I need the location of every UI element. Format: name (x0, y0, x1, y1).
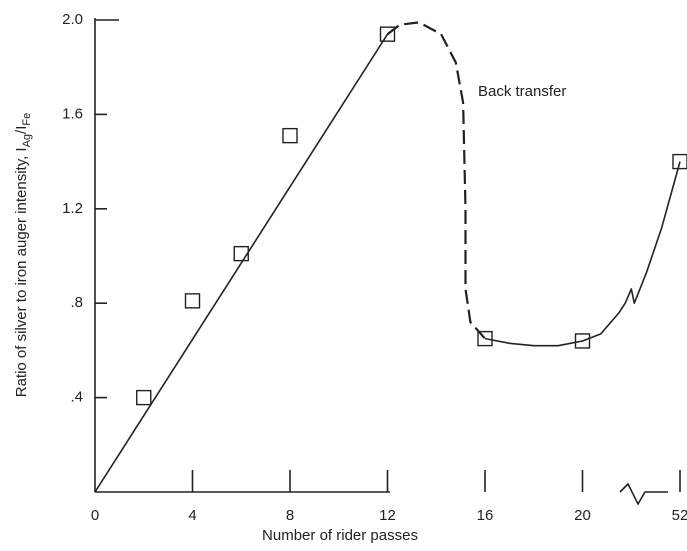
annotation: Back transfer (478, 83, 566, 100)
curve (386, 21, 486, 340)
marker (136, 389, 152, 406)
y-tick-label: .8 (70, 294, 83, 311)
x-tick-label: 16 (477, 507, 494, 524)
y-title-text: /I (13, 126, 30, 134)
y-title-sub: Fe (21, 113, 33, 126)
y-tick-label: 1.6 (62, 105, 83, 122)
curve (94, 33, 389, 493)
x-tick-label: 8 (286, 507, 294, 524)
axis-break (619, 482, 668, 506)
y-title-sub: Ag (21, 134, 33, 147)
y-axis-title: Ratio of silver to iron auger intensity,… (13, 113, 33, 398)
x-tick-label: 12 (379, 507, 396, 524)
x-tick-label: 4 (188, 507, 196, 524)
y-tick-label: 2.0 (62, 11, 83, 28)
x-axis-title: Number of rider passes (262, 527, 418, 544)
x-tick-label: 0 (91, 507, 99, 524)
y-tick-label: .4 (70, 389, 83, 406)
y-tick-label: 1.2 (62, 200, 83, 217)
x-tick-label: 20 (574, 507, 591, 524)
x-tick-label: 52 (672, 507, 687, 524)
curve (484, 161, 681, 347)
marker (282, 127, 298, 144)
marker (184, 293, 201, 309)
y-title-text: Ratio of silver to iron auger intensity,… (13, 147, 30, 397)
marker (233, 245, 249, 262)
